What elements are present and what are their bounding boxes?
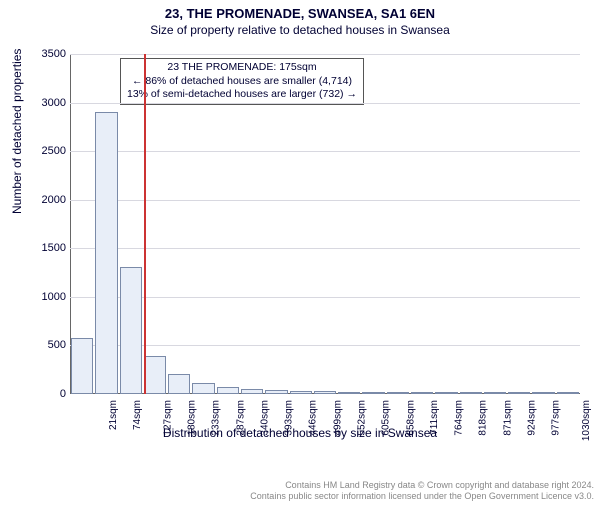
title-main: 23, THE PROMENADE, SWANSEA, SA1 6EN — [0, 6, 600, 21]
title-sub: Size of property relative to detached ho… — [0, 23, 600, 37]
xtick-label: 21sqm — [108, 400, 119, 430]
xtick-label: 711sqm — [429, 400, 440, 435]
footer-attribution: Contains HM Land Registry data © Crown c… — [250, 480, 594, 502]
xtick-label: 552sqm — [357, 400, 368, 436]
histogram-bar — [217, 387, 239, 394]
ytick-label: 2000 — [42, 194, 66, 206]
xtick-label: 605sqm — [381, 400, 392, 436]
annotation-line2: ← 86% of detached houses are smaller (4,… — [127, 75, 357, 89]
histogram-bar — [168, 374, 190, 394]
histogram-bar — [338, 392, 360, 394]
histogram-bar — [532, 392, 554, 394]
histogram-bar — [95, 112, 117, 394]
annotation-line1: 23 THE PROMENADE: 175sqm — [127, 61, 357, 75]
histogram-bar — [411, 392, 433, 394]
gridline — [70, 297, 580, 298]
xtick-label: 340sqm — [259, 400, 270, 436]
histogram-bar — [265, 390, 287, 394]
xtick-label: 924sqm — [527, 400, 538, 436]
ytick-label: 0 — [60, 388, 66, 400]
xtick-label: 977sqm — [551, 400, 562, 436]
histogram-bar — [314, 391, 336, 394]
gridline — [70, 103, 580, 104]
gridline — [70, 151, 580, 152]
footer-line1: Contains HM Land Registry data © Crown c… — [250, 480, 594, 491]
annotation-line3: 13% of semi-detached houses are larger (… — [127, 88, 357, 102]
xtick-label: 180sqm — [187, 400, 198, 436]
reference-line — [144, 54, 146, 394]
annotation-box: 23 THE PROMENADE: 175sqm ← 86% of detach… — [120, 58, 364, 105]
chart-container: Number of detached properties 23 THE PRO… — [0, 44, 600, 444]
gridline — [70, 54, 580, 55]
ytick-label: 1500 — [42, 242, 66, 254]
histogram-bar — [460, 392, 482, 394]
ytick-label: 3500 — [42, 48, 66, 60]
histogram-bar — [484, 392, 506, 394]
histogram-bar — [192, 383, 214, 394]
y-axis-label: Number of detached properties — [10, 49, 24, 214]
footer-line2: Contains public sector information licen… — [250, 491, 594, 502]
xtick-label: 127sqm — [162, 400, 173, 436]
histogram-bar — [362, 392, 384, 394]
histogram-bar — [508, 392, 530, 394]
gridline — [70, 248, 580, 249]
histogram-bar — [557, 392, 579, 394]
xtick-label: 446sqm — [308, 400, 319, 436]
xtick-label: 871sqm — [502, 400, 513, 436]
histogram-bar — [144, 356, 166, 394]
histogram-bar — [120, 267, 142, 394]
histogram-bar — [241, 389, 263, 394]
xtick-label: 1030sqm — [581, 400, 592, 441]
ytick-label: 3000 — [42, 97, 66, 109]
ytick-label: 2500 — [42, 145, 66, 157]
xtick-label: 233sqm — [211, 400, 222, 436]
ytick-label: 500 — [48, 339, 66, 351]
histogram-bar — [290, 391, 312, 394]
xtick-label: 764sqm — [454, 400, 465, 436]
histogram-bar — [435, 392, 457, 394]
histogram-bar — [387, 392, 409, 394]
xtick-label: 74sqm — [132, 400, 143, 430]
gridline — [70, 345, 580, 346]
plot-area: 23 THE PROMENADE: 175sqm ← 86% of detach… — [70, 54, 580, 394]
xtick-label: 818sqm — [478, 400, 489, 436]
ytick-label: 1000 — [42, 291, 66, 303]
gridline — [70, 200, 580, 201]
xtick-label: 393sqm — [284, 400, 295, 436]
xtick-label: 287sqm — [235, 400, 246, 436]
histogram-bar — [71, 338, 93, 394]
xtick-label: 658sqm — [405, 400, 416, 436]
xtick-label: 499sqm — [332, 400, 343, 436]
